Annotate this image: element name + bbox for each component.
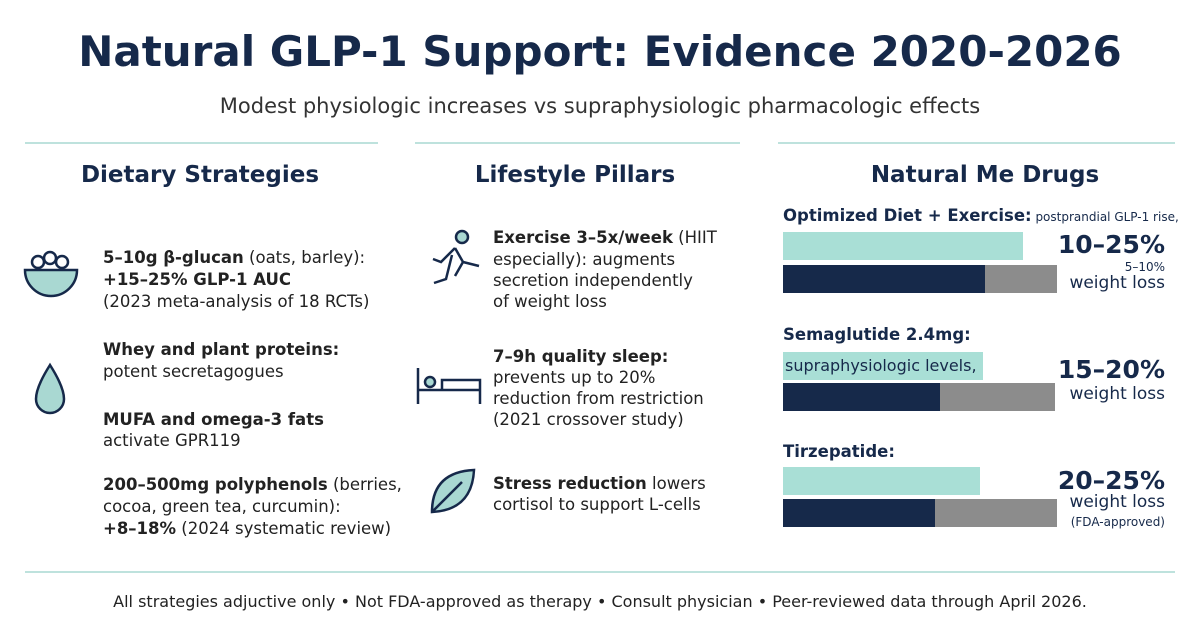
item-line: +15–25% GLP-1 AUC [103, 269, 291, 291]
item-line: activate GPR119 [103, 430, 241, 452]
effect-note: (FDA-approved) [1070, 515, 1165, 529]
item-line: potent secretagogues [103, 361, 284, 383]
effect-note: weight loss [1069, 273, 1165, 293]
text: postprandial GLP-1 rise, [1031, 210, 1179, 224]
text: reduction from restriction [493, 389, 704, 408]
text: (HIIT [672, 228, 717, 247]
effect-range: 10–25% [1057, 230, 1165, 259]
title: Natural GLP-1 Support: Evidence 2020-202… [78, 27, 1122, 76]
text: prevents up to 20% [493, 368, 656, 387]
item-line: +8–18% (2024 systematic review) [103, 518, 391, 540]
bold-text: 200–500mg polyphenols [103, 475, 328, 494]
item-line: (2021 crossover study) [493, 409, 684, 431]
drug-label: Tirzepatide: [783, 441, 895, 463]
comparison-bars [783, 232, 1057, 527]
text: (2024 systematic review) [176, 519, 392, 538]
subtitle: Modest physiologic increases vs supraphy… [219, 94, 981, 118]
text: (berries, [327, 475, 402, 494]
text: (2021 crossover study) [493, 410, 684, 429]
effect-note: weight loss [1069, 384, 1165, 404]
item-line: prevents up to 20% [493, 367, 655, 389]
item-line: 5–10g β-glucan (oats, barley): [103, 247, 365, 269]
drug-label: Semaglutide 2.4mg: [783, 324, 971, 346]
bold-text: Whey and plant proteins: [103, 340, 340, 359]
bold-text: +15–25% GLP-1 AUC [103, 270, 291, 289]
text: potent secretagogues [103, 362, 284, 381]
text: lowers [646, 474, 706, 493]
item-line: reduction from restriction [493, 388, 704, 410]
item-line: secretion independently [493, 270, 693, 292]
footer: All strategies adjuctive only • Not FDA-… [113, 592, 1087, 611]
text: of weight loss [493, 292, 607, 311]
item-line: cortisol to support L-cells [493, 494, 701, 516]
text: cocoa, green tea, curcumin): [103, 497, 341, 516]
item-line: cocoa, green tea, curcumin): [103, 496, 341, 518]
bold-text: Semaglutide 2.4mg: [783, 325, 971, 344]
text: cortisol to support L-cells [493, 495, 701, 514]
text: activate GPR119 [103, 431, 241, 450]
bold-text: Stress reduction [493, 474, 647, 493]
effect-range: 20–25% [1057, 466, 1165, 495]
column-heading: Lifestyle Pillars [474, 162, 676, 188]
text: (2023 meta-analysis of 18 RCTs) [103, 292, 370, 311]
text: (oats, barley): [243, 248, 366, 267]
item-line: of weight loss [493, 291, 607, 313]
item-line: 200–500mg polyphenols (berries, [103, 474, 402, 496]
bar-label: supraphysiologic levels, [785, 356, 977, 375]
item-line: especially): augments [493, 249, 675, 271]
effect-range: 15–20% [1057, 355, 1165, 384]
bold-text: Tirzepatide: [783, 442, 895, 461]
bold-text: MUFA and omega-3 fats [103, 410, 324, 429]
effect-note: weight loss [1069, 492, 1165, 512]
item-line: Exercise 3–5x/week (HIIT [493, 227, 717, 249]
text: secretion independently [493, 271, 693, 290]
item-line: (2023 meta-analysis of 18 RCTs) [103, 291, 369, 313]
bold-text: +8–18% [103, 519, 177, 538]
bold-text: Optimized Diet + Exercise: [783, 206, 1032, 225]
text: especially): augments [493, 250, 676, 269]
item-line: 7–9h quality sleep: [493, 346, 668, 368]
column-heading: Natural Me Drugs [870, 162, 1100, 188]
bold-text: 5–10g β-glucan [103, 248, 244, 267]
item-line: Whey and plant proteins: [103, 339, 339, 361]
bold-text: Exercise 3–5x/week [493, 228, 673, 247]
effect-note: 5–10% [1124, 260, 1165, 274]
icons [23, 229, 482, 514]
bold-text: 7–9h quality sleep: [493, 347, 669, 366]
column-heading: Dietary Strategies [80, 162, 320, 188]
drug-label: Optimized Diet + Exercise: postprandial … [783, 205, 1179, 228]
item-line: Stress reduction lowers [493, 473, 706, 495]
item-line: MUFA and omega-3 fats [103, 409, 324, 431]
